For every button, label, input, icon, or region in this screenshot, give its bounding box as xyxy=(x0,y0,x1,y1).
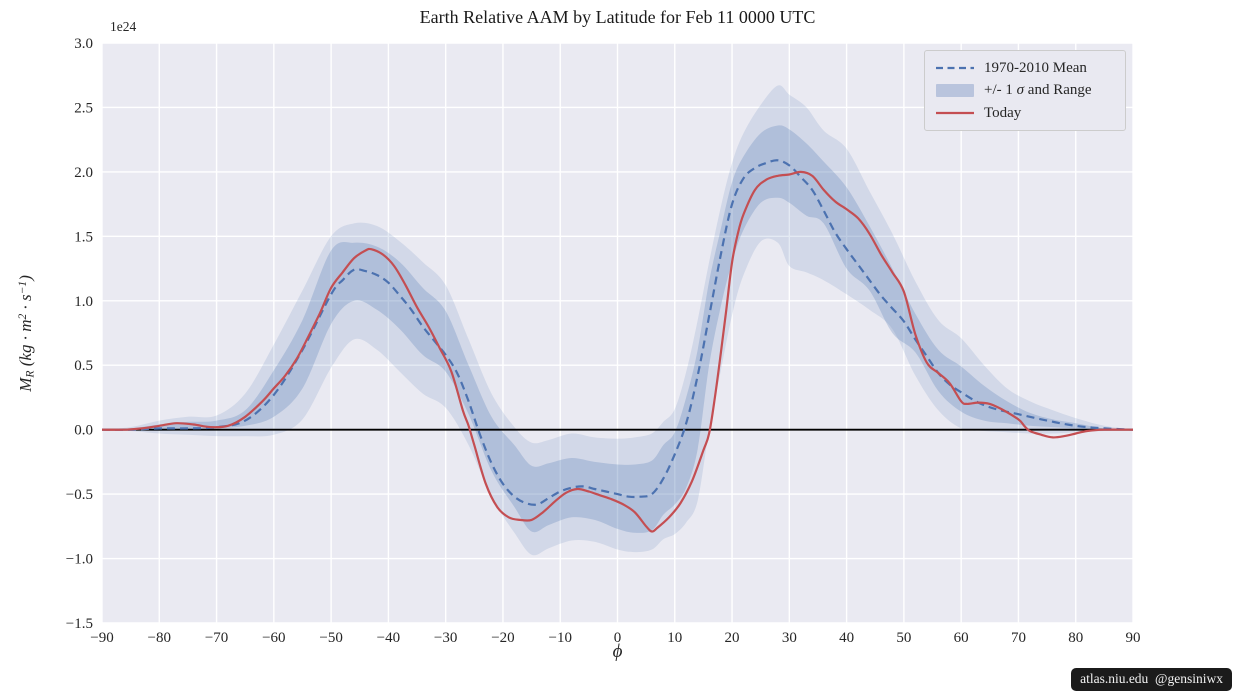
series-group xyxy=(102,159,1133,533)
y-tick-label-0.5: 0.5 xyxy=(74,358,93,374)
x-tick-label-30: 30 xyxy=(782,630,797,646)
band-plus-minus-1-sigma xyxy=(102,125,1133,533)
x-tick-label-40: 40 xyxy=(839,630,854,646)
legend-label-band-suffix: and Range xyxy=(1024,82,1092,98)
y-axis-label-subscript: R xyxy=(23,370,37,378)
x-tick-label--60: −60 xyxy=(262,630,285,646)
legend: 1970-2010 Mean +/- 1 σ and Range Today xyxy=(924,50,1126,131)
legend-label-band-prefix: +/- 1 xyxy=(984,82,1017,98)
y-tick-label-3: 3.0 xyxy=(74,36,93,52)
x-tick-label-80: 80 xyxy=(1068,630,1083,646)
x-axis-label: ϕ xyxy=(612,641,623,662)
legend-label-band: +/- 1 σ and Range xyxy=(984,82,1092,99)
chart-title: Earth Relative AAM by Latitude for Feb 1… xyxy=(419,7,816,27)
y-axis-label-units1: (kg · m xyxy=(15,319,35,371)
legend-item-mean: 1970-2010 Mean xyxy=(925,60,1125,77)
y-tick-label-1.5: 1.5 xyxy=(74,229,93,245)
x-tick-label-10: 10 xyxy=(667,630,682,646)
band-patch-swatch-icon xyxy=(936,84,974,97)
series-line-1970-2010-mean xyxy=(102,159,1133,506)
x-tick-label-60: 60 xyxy=(954,630,969,646)
x-tick-label-0: 0 xyxy=(614,630,622,646)
legend-label-today: Today xyxy=(984,104,1022,121)
legend-label-band-sigma: σ xyxy=(1016,82,1025,98)
watermark-badge: atlas.niu.edu @gensiniwx xyxy=(1071,668,1232,691)
series-line-today xyxy=(102,170,1133,533)
y-axis-label-container: MR (kg · m2 · s−1) xyxy=(8,43,44,623)
solid-line-swatch-icon xyxy=(936,111,974,115)
x-tick-label--30: −30 xyxy=(434,630,457,646)
y-tick-label-2: 2.0 xyxy=(74,165,93,181)
y-axis-label-end: ) xyxy=(15,274,35,281)
x-tick-label--90: −90 xyxy=(90,630,113,646)
y-tick-label-2.5: 2.5 xyxy=(74,100,93,116)
legend-label-mean: 1970-2010 Mean xyxy=(984,59,1087,76)
x-tick-label--20: −20 xyxy=(491,630,514,646)
x-tick-label-20: 20 xyxy=(725,630,740,646)
legend-item-band: +/- 1 σ and Range xyxy=(925,82,1125,99)
y-tick-label--1: −1.0 xyxy=(66,552,93,568)
y-axis-label-var: M xyxy=(15,377,35,392)
y-axis-label-units2: · s xyxy=(15,293,35,314)
y-axis-label-sup1: 2 xyxy=(15,313,29,320)
x-tick-label-50: 50 xyxy=(896,630,911,646)
x-tick-label--40: −40 xyxy=(377,630,400,646)
x-tick-label-70: 70 xyxy=(1011,630,1026,646)
y-axis-offset-label: 1e24 xyxy=(110,19,137,34)
x-tick-label-90: 90 xyxy=(1126,630,1141,646)
x-tick-label--50: −50 xyxy=(319,630,342,646)
y-tick-label--1.5: −1.5 xyxy=(66,616,93,632)
y-tick-label--0.5: −0.5 xyxy=(66,487,93,503)
dashed-line-swatch-icon xyxy=(936,66,974,70)
x-tick-label--70: −70 xyxy=(205,630,228,646)
y-axis-label: MR (kg · m2 · s−1) xyxy=(16,275,37,392)
y-tick-label-1: 1.0 xyxy=(74,294,93,310)
x-tick-label--80: −80 xyxy=(148,630,171,646)
bands-group xyxy=(102,85,1133,556)
y-tick-label-0: 0.0 xyxy=(74,423,93,439)
x-tick-label--10: −10 xyxy=(548,630,571,646)
legend-item-today: Today xyxy=(925,105,1125,122)
band-range xyxy=(102,85,1133,556)
y-axis-label-sup2: −1 xyxy=(15,280,29,294)
